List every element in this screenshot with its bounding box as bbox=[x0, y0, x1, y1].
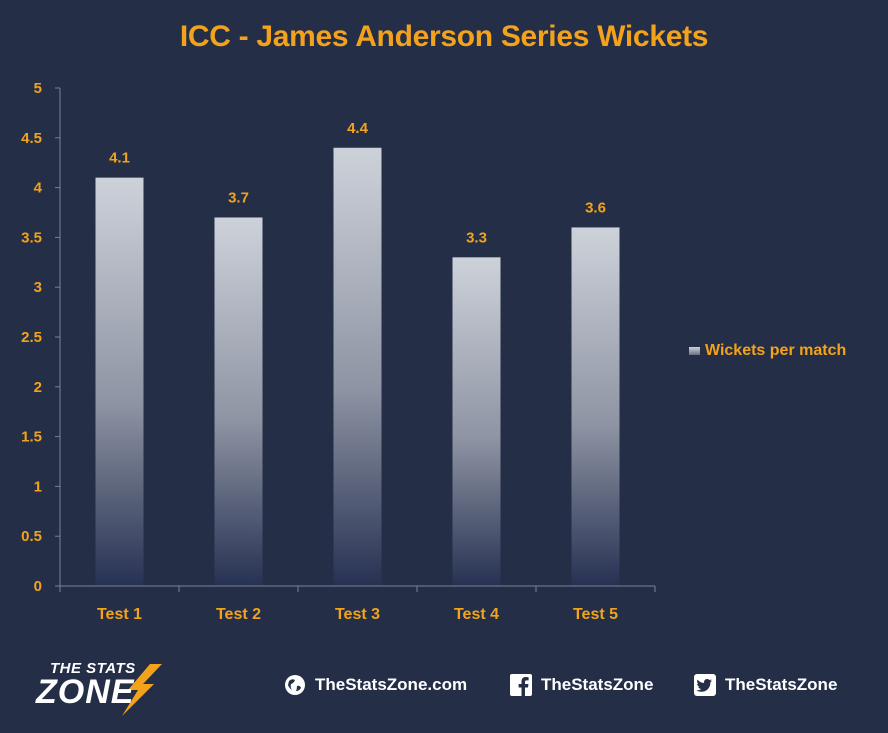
twitter-icon bbox=[694, 674, 716, 696]
x-tick-label: Test 1 bbox=[97, 606, 142, 623]
data-label: 4.4 bbox=[347, 120, 369, 137]
twitter-text: TheStatsZone bbox=[725, 675, 838, 694]
data-label: 3.3 bbox=[466, 229, 487, 246]
brand-logo: THE STATS ZONE bbox=[30, 656, 190, 716]
facebook-icon bbox=[510, 674, 532, 696]
data-label: 3.7 bbox=[228, 189, 249, 206]
twitter-link[interactable]: TheStatsZone bbox=[694, 674, 837, 696]
y-tick-label: 2.5 bbox=[21, 329, 42, 346]
legend-label: Wickets per match bbox=[705, 342, 847, 359]
y-tick-label: 1.5 bbox=[21, 429, 42, 446]
facebook-text: TheStatsZone bbox=[541, 675, 654, 694]
data-label: 3.6 bbox=[585, 199, 606, 216]
bar bbox=[214, 217, 263, 587]
bar bbox=[333, 147, 382, 586]
y-tick-label: 4 bbox=[34, 180, 43, 197]
y-tick-label: 4.5 bbox=[21, 130, 42, 147]
x-tick-label: Test 2 bbox=[216, 606, 261, 623]
x-tick-label: Test 4 bbox=[454, 606, 499, 623]
y-tick-label: 5 bbox=[34, 80, 42, 97]
x-tick-label: Test 5 bbox=[573, 606, 618, 623]
y-tick-label: 3.5 bbox=[21, 229, 42, 246]
brand-bottom-text: ZONE bbox=[36, 673, 135, 711]
bar bbox=[95, 177, 144, 586]
brand-bolt-icon bbox=[122, 664, 162, 716]
chart-legend: Wickets per match bbox=[689, 342, 846, 360]
y-tick-label: 0.5 bbox=[21, 528, 42, 545]
x-tick-label: Test 3 bbox=[335, 606, 380, 623]
website-link[interactable]: TheStatsZone.com bbox=[284, 674, 467, 696]
bar-chart: 0 0.5 1 1.5 2 2.5 3 3.5 4 4.5 5 4.1 3.7 4.4 3.3 3.6 Te… bbox=[21, 80, 656, 623]
bar bbox=[452, 257, 501, 586]
chart-title: ICC - James Anderson Series Wickets bbox=[179, 20, 709, 53]
y-tick-label: 3 bbox=[34, 279, 42, 296]
legend-swatch bbox=[689, 347, 700, 355]
facebook-link[interactable]: TheStatsZone bbox=[510, 674, 653, 696]
globe-icon bbox=[285, 675, 305, 695]
footer: THE STATS ZONE TheStatsZone.com TheStats… bbox=[0, 650, 888, 720]
website-text: TheStatsZone.com bbox=[315, 675, 468, 694]
y-tick-label: 0 bbox=[34, 578, 42, 595]
data-label: 4.1 bbox=[109, 150, 130, 167]
y-tick-label: 2 bbox=[34, 379, 42, 396]
bar bbox=[571, 227, 620, 586]
brand-top-text: THE STATS bbox=[50, 660, 136, 677]
y-tick-label: 1 bbox=[34, 478, 42, 495]
